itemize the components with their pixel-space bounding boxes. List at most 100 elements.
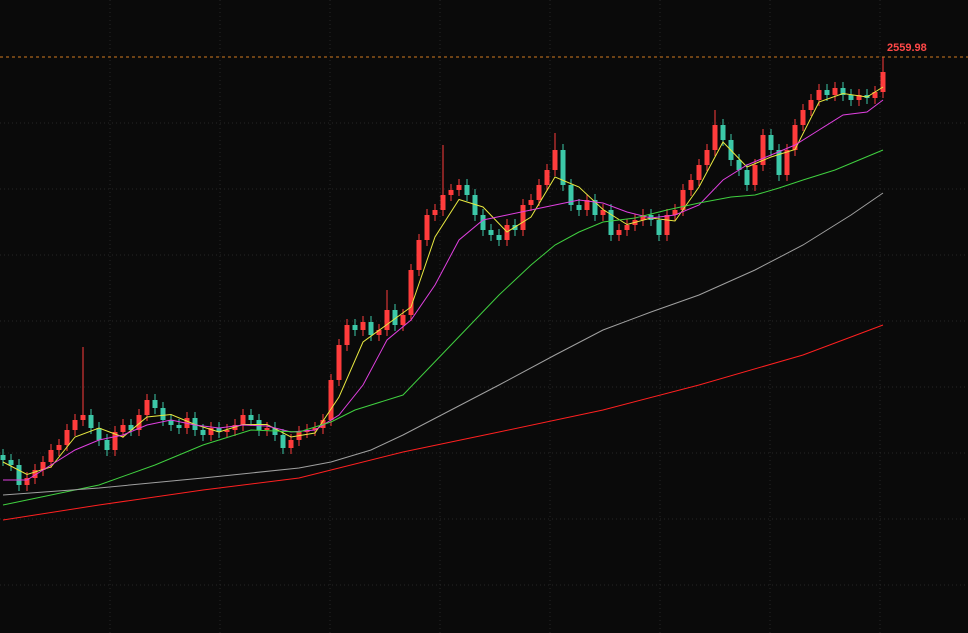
candle-body [24, 478, 30, 485]
candle-body [64, 430, 70, 445]
candle-body [144, 400, 150, 415]
candle-body [568, 185, 574, 205]
candle-body [464, 185, 470, 195]
candle-body [872, 92, 878, 98]
candle-body [32, 470, 38, 478]
candle-body [128, 425, 134, 430]
candle-body [688, 180, 694, 190]
candle-body [432, 210, 438, 215]
candle-body [264, 428, 270, 430]
candle-body [520, 205, 526, 230]
candle-body [408, 270, 414, 315]
max-label: 2559.98 [887, 42, 927, 54]
candle-body [48, 450, 54, 462]
candle-body [736, 160, 742, 170]
candle-body [360, 322, 366, 330]
candle-body [656, 220, 662, 235]
candle-body [400, 315, 406, 325]
candle-body [216, 428, 222, 432]
candle-body [816, 90, 822, 100]
ma-line [2, 86, 884, 476]
ma-line [2, 149, 884, 506]
candle-body [528, 200, 534, 205]
candle-body [704, 150, 710, 165]
candle-body [848, 95, 854, 100]
candle-body [168, 420, 174, 425]
candle-body [376, 330, 382, 335]
candle-body [72, 420, 78, 430]
candle-body [480, 215, 486, 230]
candle-body [576, 205, 582, 210]
candle-body [112, 432, 118, 450]
candle-body [680, 190, 686, 210]
candle-body [712, 125, 718, 150]
candle-body [880, 72, 886, 92]
candle-body [88, 415, 94, 428]
candle-body [160, 408, 166, 420]
candle-body [0, 455, 6, 460]
candle-body [776, 150, 782, 175]
ma-line [2, 324, 884, 521]
candle-body [752, 165, 758, 185]
ma-line [2, 192, 884, 496]
candle-body [440, 195, 446, 210]
candle-body [448, 190, 454, 195]
candle-body [416, 240, 422, 270]
candle-body [176, 425, 182, 428]
candle-body [560, 150, 566, 185]
candle-body [200, 430, 206, 435]
candle-body [224, 430, 230, 432]
candle-body [536, 185, 542, 200]
candle-body [248, 415, 254, 420]
candle-body [328, 380, 334, 420]
candle-body [672, 210, 678, 215]
candle-body [856, 95, 862, 100]
candle-body [456, 185, 462, 190]
candle-body [336, 345, 342, 380]
candle-body [768, 135, 774, 150]
candle-body [624, 225, 630, 230]
candle-body [664, 215, 670, 235]
candle-body [496, 235, 502, 240]
candle-body [824, 90, 830, 95]
candle-body [744, 170, 750, 185]
candle-body [40, 462, 46, 470]
candle-body [344, 325, 350, 345]
candle-body [288, 440, 294, 448]
candle-body [96, 428, 102, 440]
candle-body [240, 415, 246, 425]
candle-body [136, 415, 142, 430]
ma-line [3, 99, 884, 481]
candle-body [384, 310, 390, 330]
candle-body [544, 170, 550, 185]
candle-body [832, 88, 838, 95]
candle-body [792, 125, 798, 150]
candle-body [208, 428, 214, 435]
candle-body [120, 425, 126, 432]
candle-body [16, 465, 22, 485]
candle-body [8, 460, 14, 465]
candle-body [488, 230, 494, 235]
candle-body [760, 135, 766, 165]
candle-body [312, 428, 318, 430]
candle-body [600, 210, 606, 215]
candle-body [784, 150, 790, 175]
candle-body [368, 322, 374, 335]
candle-body [152, 400, 158, 408]
candle-body [616, 230, 622, 235]
candle-body [280, 435, 286, 448]
candle-body [696, 165, 702, 180]
candle-body [800, 110, 806, 125]
candle-body [552, 150, 558, 170]
candle-body [608, 210, 614, 235]
candle-body [840, 88, 846, 95]
candle-body [392, 310, 398, 325]
candle-body [104, 440, 110, 450]
candle-body [352, 325, 358, 330]
candle-body [584, 200, 590, 210]
candle-body [640, 215, 646, 220]
